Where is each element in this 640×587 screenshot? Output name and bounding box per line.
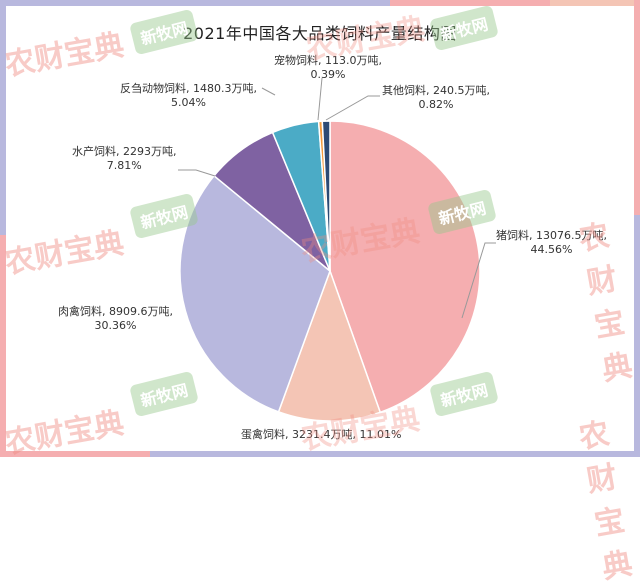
label-pet: 宠物饲料, 113.0万吨, 0.39% [274, 54, 382, 81]
pie-slice-layer [277, 268, 382, 422]
label-pig: 猪饲料, 13076.5万吨, 44.56% [496, 229, 607, 256]
border-right-bottom [634, 215, 640, 457]
leader-line-pig [461, 242, 496, 319]
label-other: 其他饲料, 240.5万吨, 0.82% [382, 84, 490, 111]
leader-line-aqua [178, 169, 216, 177]
label-ruminant: 反刍动物饲料, 1480.3万吨, 5.04% [120, 82, 257, 109]
border-left-top [0, 0, 6, 235]
pie-slice-broiler [179, 174, 331, 413]
label-aqua: 水产饲料, 2293万吨, 7.81% [72, 145, 177, 172]
pie-slice-other [321, 120, 331, 272]
label-broiler: 肉禽饲料, 8909.6万吨, 30.36% [58, 305, 173, 332]
border-top-mid [390, 0, 550, 6]
leader-line-pet [317, 77, 323, 121]
pie-slice-pig [329, 120, 481, 414]
border-left-bottom [0, 235, 6, 457]
label-layer: 蛋禽饲料, 3231.4万吨, 11.01% [241, 428, 402, 441]
leader-line-ruminant [261, 87, 276, 96]
border-top-left [0, 0, 390, 6]
chart-title: 2021年中国各大品类饲料产量结构图 [183, 24, 457, 43]
border-bottom-left [0, 451, 150, 457]
chart-frame [0, 0, 640, 457]
border-right-top [634, 0, 640, 215]
border-top-right [550, 0, 640, 6]
pie-chart [178, 77, 496, 422]
leader-line-other [325, 95, 380, 121]
border-bottom-right [150, 451, 640, 457]
